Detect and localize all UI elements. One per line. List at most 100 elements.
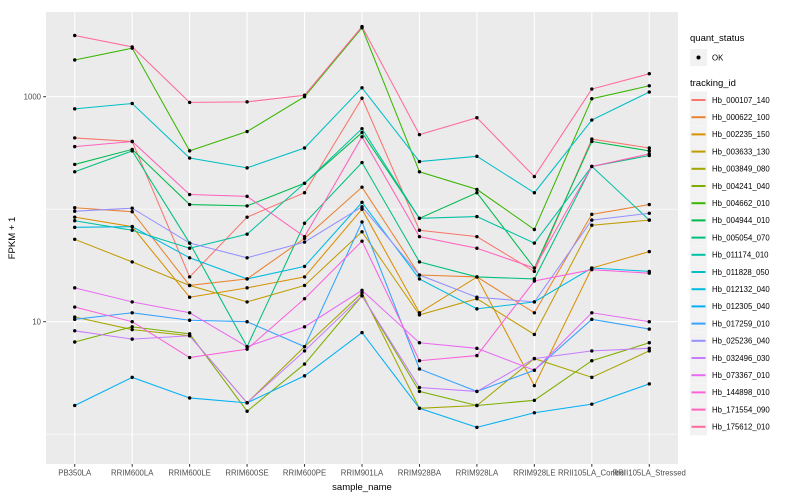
- legend-item: Hb_175612_010: [690, 418, 770, 436]
- x-tick-label: RRIM600PE: [283, 469, 326, 478]
- legend-item: Hb_011174_010: [690, 246, 769, 264]
- data-point: [475, 116, 479, 120]
- data-point: [245, 347, 249, 351]
- data-point: [245, 129, 249, 134]
- data-point: [532, 411, 537, 415]
- data-point: [302, 221, 307, 225]
- x-tick-label: RRII105LA_Control: [558, 469, 626, 478]
- data-point: [590, 218, 594, 222]
- legend-item-label: Hb_003633_130: [712, 147, 770, 156]
- data-point: [302, 234, 307, 239]
- data-point: [130, 300, 134, 304]
- data-point: [532, 269, 537, 274]
- data-point: [417, 367, 422, 371]
- legend-item-label: Hb_004241_040: [712, 182, 770, 191]
- legend-item: Hb_012305_040: [690, 297, 770, 315]
- data-point: [475, 346, 479, 351]
- legend-item: Hb_144898_010: [690, 383, 770, 401]
- data-point: [245, 100, 249, 104]
- data-point: [417, 216, 422, 221]
- data-point: [130, 320, 134, 324]
- legend-item-label: Hb_171554_090: [712, 405, 770, 414]
- data-point: [590, 311, 594, 315]
- x-tick-label: RRIM600SE: [225, 469, 268, 478]
- data-point: [302, 146, 307, 150]
- data-point: [245, 320, 249, 324]
- data-point: [417, 228, 422, 232]
- legend-item-label: Hb_144898_010: [712, 388, 770, 397]
- data-point: [475, 403, 479, 408]
- data-point: [187, 396, 192, 400]
- x-tick-label: RRIM600LA: [111, 469, 154, 478]
- data-point: [417, 273, 422, 277]
- legend-item-label: Hb_025236_040: [712, 337, 770, 346]
- data-point: [360, 239, 364, 243]
- legend-item-label: Hb_032496_030: [712, 354, 770, 363]
- data-point: [475, 353, 479, 358]
- data-point: [245, 256, 249, 260]
- data-point: [187, 283, 192, 288]
- data-point: [647, 149, 651, 153]
- data-point: [302, 275, 307, 279]
- data-point: [590, 402, 594, 406]
- legend: quant_status OK tracking_id Hb_000107_14…: [690, 33, 770, 436]
- data-point: [73, 340, 77, 344]
- data-point: [360, 86, 364, 90]
- legend-item: Hb_073367_010: [690, 366, 770, 384]
- x-tick-label: RRII105LA_Stressed: [613, 469, 686, 478]
- data-point: [360, 24, 364, 29]
- legend-items-group: Hb_000107_140 Hb_000622_100 Hb_002235_150 H…: [690, 91, 770, 436]
- legend-item: Hb_004662_010: [690, 194, 770, 212]
- data-point: [647, 84, 651, 88]
- data-point: [187, 100, 192, 105]
- data-point: [475, 191, 479, 195]
- data-point: [532, 383, 537, 388]
- legend-item-label: Hb_017259_010: [712, 319, 770, 328]
- data-point: [73, 107, 77, 111]
- data-point: [73, 237, 77, 242]
- legend-item: Hb_003633_130: [690, 143, 770, 161]
- legend-item-label: Hb_011828_050: [712, 268, 770, 277]
- data-point: [532, 368, 537, 372]
- data-point: [532, 241, 537, 245]
- series-points-group: [73, 24, 651, 430]
- data-point: [475, 389, 479, 394]
- x-tick-label: PB350LA: [58, 469, 92, 478]
- data-point: [532, 266, 537, 270]
- axis-ticks-group: [43, 96, 650, 467]
- legend-item-label: Hb_002235_150: [712, 130, 770, 139]
- data-point: [475, 307, 479, 311]
- data-point: [647, 341, 651, 345]
- data-point: [532, 227, 537, 232]
- data-point: [130, 228, 134, 232]
- data-point: [187, 318, 192, 322]
- data-point: [130, 260, 134, 264]
- data-point: [417, 406, 422, 410]
- legend-item-label: Hb_000107_140: [712, 96, 770, 105]
- data-point: [302, 297, 307, 301]
- data-point: [73, 305, 77, 309]
- data-point: [360, 130, 364, 135]
- data-point: [647, 271, 651, 275]
- data-point: [73, 33, 77, 38]
- data-point: [647, 152, 651, 156]
- data-point: [130, 206, 134, 210]
- legend-item: Hb_004241_040: [690, 177, 770, 195]
- legend-item: Hb_011828_050: [690, 263, 770, 281]
- data-point: [73, 225, 77, 230]
- data-point: [302, 191, 307, 195]
- data-point: [647, 90, 651, 94]
- data-point: [245, 166, 249, 170]
- legend-item: Hb_003849_080: [690, 160, 770, 178]
- data-point: [475, 275, 479, 279]
- x-tick-label: RRIM928LE: [513, 469, 555, 478]
- data-point: [130, 149, 134, 153]
- data-point: [302, 181, 307, 185]
- data-point: [360, 291, 364, 295]
- data-point: [360, 135, 364, 139]
- data-point: [647, 349, 651, 353]
- data-point: [245, 277, 249, 281]
- axis-tick-labels-group: 10 1000 PB350LA RRIM600LA RRIM600LE RRIM600SE…: [24, 93, 686, 478]
- data-point: [302, 283, 307, 288]
